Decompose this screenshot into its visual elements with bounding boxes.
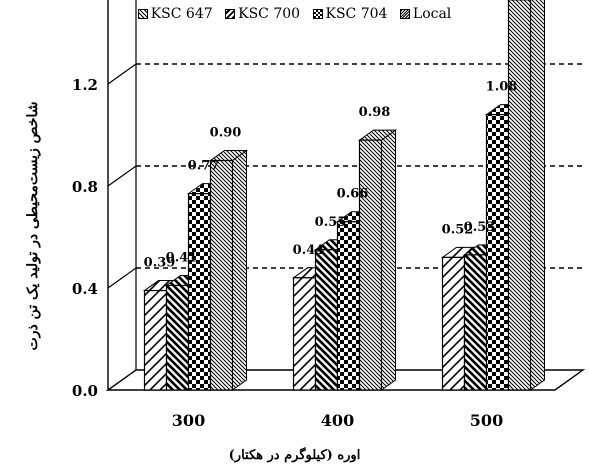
bar xyxy=(208,149,249,391)
bar-side xyxy=(232,149,247,391)
bar xyxy=(506,0,545,391)
data-label: 0.98 xyxy=(359,105,391,120)
legend-entry-ksc700: KSC 700 xyxy=(225,6,300,22)
data-label: 0.55 xyxy=(315,215,347,230)
bar-side xyxy=(381,129,396,391)
data-label: 0.41 xyxy=(166,250,198,265)
bar-front xyxy=(507,0,532,391)
legend-label-ksc704: KSC 704 xyxy=(325,6,388,22)
legend-label-ksc700: KSC 700 xyxy=(238,6,301,22)
x-axis-label: اوره (کیلوگرم در هکتار) xyxy=(228,448,361,463)
bar-front xyxy=(336,221,361,391)
data-label: 1.08 xyxy=(486,80,518,95)
legend-entry-local: Local xyxy=(399,6,452,22)
legend-swatch-ksc700 xyxy=(225,9,236,19)
y-tick-label: 0.8 xyxy=(72,178,98,196)
legend-swatch-ksc647 xyxy=(137,9,148,19)
data-label: 0.52 xyxy=(442,222,474,237)
bar-side xyxy=(530,0,545,391)
bar-front xyxy=(143,289,168,391)
x-tick-label: 400 xyxy=(321,411,354,430)
y-tick-label: 0.4 xyxy=(72,280,98,298)
gridline-side xyxy=(107,165,137,187)
legend-label-local: Local xyxy=(412,6,452,22)
bar-front xyxy=(292,277,317,391)
legend-entry-ksc647: KSC 647 xyxy=(137,6,213,22)
y-axis-label: شاخص زیست‌محیطی در تولید یک تن ذرت xyxy=(25,101,41,351)
legend-entry-ksc704: KSC 704 xyxy=(312,6,388,22)
bars-layer xyxy=(142,0,545,391)
legend: KSC 647 KSC 700 KSC 704 Local xyxy=(0,6,589,23)
data-labels: 0.390.41 0.77 0.90 0.44 0.55 0.66 0.98 0.520.53… xyxy=(144,80,518,271)
data-label: 0.66 xyxy=(337,187,369,202)
data-label: 0.90 xyxy=(210,126,242,141)
bar-front xyxy=(165,284,190,391)
data-label: 0.39 xyxy=(144,256,176,271)
y-tick-label: 0.0 xyxy=(72,382,98,400)
x-tick-label: 300 xyxy=(172,411,205,430)
tick-labels: 0.00.40.81.21.6300400500 xyxy=(72,76,503,430)
bar-front xyxy=(358,139,383,391)
y-tick-label: 1.2 xyxy=(72,76,98,94)
data-label: 0.53 xyxy=(464,220,496,235)
bar xyxy=(357,129,398,391)
gridline-side xyxy=(107,63,137,85)
gridline-side xyxy=(107,267,137,289)
bar-front xyxy=(441,256,466,391)
bar-front xyxy=(463,254,488,391)
legend-swatch-local xyxy=(399,9,410,19)
data-label: 0.44 xyxy=(293,243,325,258)
bar-front xyxy=(314,249,339,391)
bar-front xyxy=(209,159,234,391)
legend-label-ksc647: KSC 647 xyxy=(150,6,213,22)
x-tick-label: 500 xyxy=(470,411,503,430)
bar-front xyxy=(485,113,510,391)
bar-front xyxy=(187,193,212,391)
data-label: 0.77 xyxy=(188,159,220,174)
legend-swatch-ksc704 xyxy=(312,9,323,19)
